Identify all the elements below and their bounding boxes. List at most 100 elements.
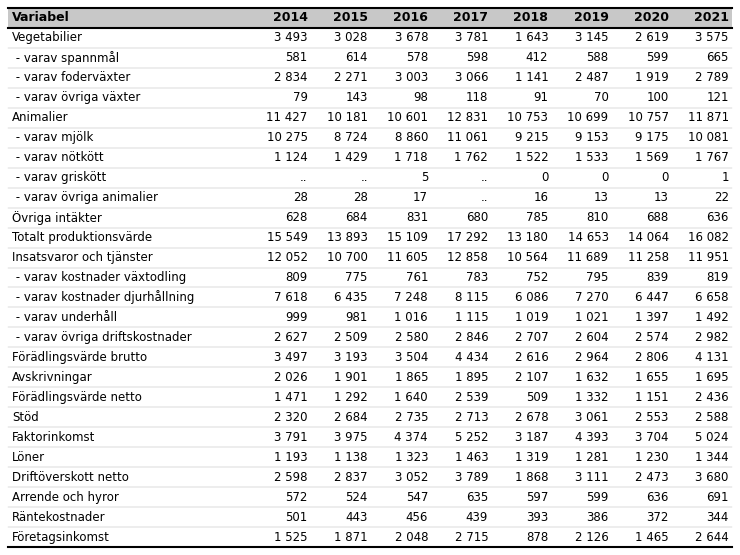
Text: 572: 572 [286,491,308,503]
Text: 547: 547 [406,491,428,503]
Text: - varav övriga driftskostnader: - varav övriga driftskostnader [12,331,192,344]
Text: 100: 100 [647,92,669,104]
Text: 8 860: 8 860 [394,132,428,144]
Text: 12 052: 12 052 [266,251,308,264]
Text: 2 604: 2 604 [575,331,608,344]
Text: 2 436: 2 436 [696,391,729,404]
Text: - varav foderväxter: - varav foderväxter [12,72,130,84]
Text: 28: 28 [353,191,368,204]
Text: 1 762: 1 762 [454,151,488,164]
Text: 3 066: 3 066 [454,72,488,84]
Text: 6 086: 6 086 [515,291,548,304]
Text: 636: 636 [646,491,669,503]
Text: 1 655: 1 655 [635,371,669,384]
Text: 680: 680 [466,211,488,224]
Text: 10 564: 10 564 [508,251,548,264]
Text: 7 248: 7 248 [394,291,428,304]
Text: 3 493: 3 493 [275,32,308,44]
Text: 70: 70 [593,92,608,104]
Text: 2 320: 2 320 [275,411,308,423]
Text: 0: 0 [541,171,548,184]
Text: 1 632: 1 632 [575,371,608,384]
Text: 1 016: 1 016 [394,311,428,324]
Text: 831: 831 [406,211,428,224]
Text: 2 982: 2 982 [696,331,729,344]
Text: 4 434: 4 434 [454,351,488,364]
Text: - varav kostnader djurhållning: - varav kostnader djurhållning [12,290,195,305]
Text: 393: 393 [526,511,548,523]
Text: 1 138: 1 138 [334,451,368,463]
Text: 3 111: 3 111 [575,471,608,483]
Text: Insatsvaror och tjänster: Insatsvaror och tjänster [12,251,152,264]
Text: 5 252: 5 252 [454,431,488,443]
Text: Räntekostnader: Räntekostnader [12,511,106,523]
Text: 1 344: 1 344 [696,451,729,463]
Text: 3 497: 3 497 [274,351,308,364]
Text: 3 781: 3 781 [454,32,488,44]
Text: 28: 28 [293,191,308,204]
Text: 810: 810 [586,211,608,224]
Text: 1 323: 1 323 [394,451,428,463]
Text: 91: 91 [534,92,548,104]
Text: 795: 795 [586,271,608,284]
Text: Totalt produktionsvärde: Totalt produktionsvärde [12,231,152,244]
Text: 3 704: 3 704 [635,431,669,443]
Text: 509: 509 [526,391,548,404]
Text: 3 028: 3 028 [334,32,368,44]
Text: 2015: 2015 [333,12,368,24]
Text: 2021: 2021 [694,12,729,24]
Text: 688: 688 [647,211,669,224]
Text: 1 919: 1 919 [635,72,669,84]
Text: 775: 775 [346,271,368,284]
Text: 10 601: 10 601 [387,112,428,124]
Text: 12 831: 12 831 [447,112,488,124]
Text: 981: 981 [346,311,368,324]
Text: 1 525: 1 525 [275,531,308,543]
Text: 5 024: 5 024 [696,431,729,443]
Text: - varav övriga växter: - varav övriga växter [12,92,141,104]
Text: 3 575: 3 575 [696,32,729,44]
Text: 1 895: 1 895 [454,371,488,384]
Text: 2020: 2020 [633,12,669,24]
Text: 1 533: 1 533 [575,151,608,164]
Text: 456: 456 [406,511,428,523]
Text: 1 151: 1 151 [635,391,669,404]
Text: 809: 809 [286,271,308,284]
Text: 2 473: 2 473 [635,471,669,483]
Text: ..: .. [360,171,368,184]
Text: 2 846: 2 846 [454,331,488,344]
Text: 10 275: 10 275 [266,132,308,144]
Text: 999: 999 [285,311,308,324]
Text: Faktorinkomst: Faktorinkomst [12,431,95,443]
Text: 1 640: 1 640 [394,391,428,404]
Text: 1 332: 1 332 [575,391,608,404]
Text: - varav övriga animalier: - varav övriga animalier [12,191,158,204]
Text: 0: 0 [601,171,608,184]
Text: 7 270: 7 270 [575,291,608,304]
Text: 2 509: 2 509 [334,331,368,344]
Text: 2 553: 2 553 [636,411,669,423]
Text: 3 504: 3 504 [394,351,428,364]
Text: 878: 878 [526,531,548,543]
Text: 2 580: 2 580 [394,331,428,344]
Text: 1 871: 1 871 [334,531,368,543]
Text: 2 644: 2 644 [695,531,729,543]
Text: 2 627: 2 627 [274,331,308,344]
Text: 2 487: 2 487 [575,72,608,84]
Text: ..: .. [481,171,488,184]
Text: 1 319: 1 319 [515,451,548,463]
Text: 1 429: 1 429 [334,151,368,164]
Text: 2 789: 2 789 [696,72,729,84]
Text: 2 539: 2 539 [454,391,488,404]
Text: 11 951: 11 951 [687,251,729,264]
Text: 443: 443 [346,511,368,523]
Text: Avskrivningar: Avskrivningar [12,371,92,384]
Text: Förädlingsvärde netto: Förädlingsvärde netto [12,391,142,404]
Text: ..: .. [300,171,308,184]
Text: 2 678: 2 678 [515,411,548,423]
Text: Löner: Löner [12,451,45,463]
Text: 2019: 2019 [574,12,608,24]
Text: 439: 439 [465,511,488,523]
Text: 4 131: 4 131 [696,351,729,364]
Text: 1 471: 1 471 [274,391,308,404]
